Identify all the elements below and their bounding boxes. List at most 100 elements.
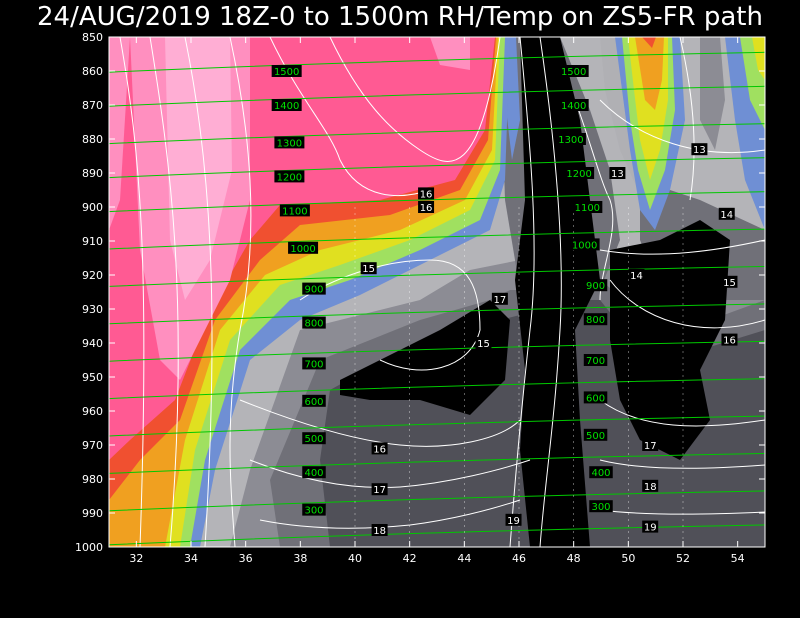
temperature-label: 19	[644, 523, 657, 534]
height-label-box	[555, 133, 586, 145]
rh-fill-field	[109, 37, 765, 547]
temperature-label-box	[628, 269, 645, 281]
height-label-box	[302, 503, 326, 516]
temperature-label: 16	[420, 189, 433, 200]
height-label: 1400	[561, 101, 586, 112]
temperature-label-box	[475, 337, 492, 349]
height-label: 300	[591, 502, 610, 513]
temperature-label: 17	[373, 485, 386, 496]
temperature-label: 19	[507, 516, 520, 527]
height-label-box	[302, 432, 326, 445]
height-label-box	[274, 136, 305, 149]
temperature-label-box	[505, 513, 522, 526]
height-label-box	[271, 65, 302, 77]
temperature-label: 14	[630, 271, 643, 282]
height-label: 400	[304, 468, 323, 479]
temperature-label: 18	[644, 482, 657, 493]
height-contour-line	[109, 85, 765, 107]
temperature-label: 15	[477, 339, 490, 350]
x-tick-label: 48	[567, 552, 581, 565]
height-label: 800	[586, 315, 605, 326]
height-contour-line	[109, 378, 765, 400]
rh-fill-lightpink-edge	[109, 37, 130, 230]
temperature-label-box	[360, 262, 377, 275]
y-tick-label: 970	[82, 439, 103, 452]
y-tick-label: 890	[82, 167, 103, 180]
x-tick-label: 42	[403, 552, 417, 565]
rh-fill-yellow-edge	[752, 37, 765, 80]
y-tick-label: 960	[82, 405, 103, 418]
temperature-label-box	[718, 207, 735, 220]
x-tick-label: 34	[184, 552, 198, 565]
height-label: 1400	[274, 101, 299, 112]
height-contour-line	[109, 415, 765, 437]
height-label: 700	[304, 359, 323, 370]
height-label: 600	[304, 397, 323, 408]
height-label: 900	[586, 281, 605, 292]
height-label-box	[583, 313, 608, 326]
height-label: 700	[586, 356, 605, 367]
y-tick-label: 880	[82, 133, 103, 146]
height-label: 900	[304, 285, 323, 296]
y-tick-label: 920	[82, 269, 103, 282]
y-tick-label: 980	[82, 473, 103, 486]
height-contour-line	[109, 490, 765, 512]
height-label: 500	[586, 431, 605, 442]
y-tick-label: 870	[82, 99, 103, 112]
height-label-box	[302, 282, 326, 295]
temperature-label: 13	[693, 145, 706, 156]
height-labels: 1500 1400 1300 1200 1100 1000 900 800 700 600 500 4…	[271, 65, 613, 517]
temperature-label-box	[371, 442, 388, 455]
height-label: 1100	[575, 203, 600, 214]
vertical-grid	[354, 207, 684, 547]
y-tick-label: 950	[82, 371, 103, 384]
height-label-box	[583, 391, 608, 404]
y-tick-label: 850	[82, 31, 103, 44]
height-label: 800	[304, 319, 323, 330]
height-contour-line	[109, 123, 765, 145]
height-label-box	[274, 170, 305, 183]
height-label: 1000	[572, 240, 597, 251]
height-label-box	[569, 238, 600, 251]
height-contour-line	[109, 191, 765, 213]
x-axis: 32 34 36 38 40 42 44 46 48 50 52 54	[129, 37, 745, 565]
temperature-label: 17	[493, 295, 506, 306]
x-tick-label: 54	[731, 552, 745, 565]
temperature-labels: 16 16 15 15 17 16 17 18 19 13 13 14 14 15 16 17 18 19	[360, 143, 738, 537]
height-label-box	[589, 500, 613, 513]
height-label-box	[558, 99, 589, 111]
height-contour-line	[109, 453, 765, 474]
temperature-label-box	[371, 524, 388, 536]
temperature-label-box	[418, 187, 435, 200]
x-tick-label: 50	[621, 552, 635, 565]
height-label: 1200	[277, 172, 302, 183]
temperature-label: 16	[373, 444, 386, 455]
height-contour-line	[109, 266, 765, 287]
y-tick-label: 940	[82, 337, 103, 350]
rh-fill-black-core	[515, 37, 600, 547]
temperature-label: 15	[362, 264, 375, 275]
x-tick-label: 36	[239, 552, 253, 565]
height-contour-line	[109, 51, 765, 73]
temperature-label-box	[721, 275, 738, 288]
temperature-label: 14	[720, 210, 733, 221]
temperature-label: 13	[611, 169, 624, 180]
height-label: 1500	[274, 67, 299, 78]
x-tick-label: 52	[676, 552, 690, 565]
temperature-label: 15	[723, 278, 736, 289]
height-contour-line	[109, 157, 765, 179]
height-label-box	[589, 466, 613, 479]
temperature-label-box	[609, 167, 626, 179]
height-label: 500	[304, 434, 323, 445]
y-tick-label: 860	[82, 65, 103, 78]
height-label-box	[279, 204, 310, 217]
height-label-box	[558, 65, 589, 77]
height-contour-line	[109, 303, 765, 325]
x-tick-label: 38	[293, 552, 307, 565]
temperature-label-box	[491, 292, 508, 305]
y-tick-label: 990	[82, 507, 103, 520]
x-tick-label: 46	[512, 552, 526, 565]
rh-fill-rim-b	[700, 37, 725, 150]
height-contour-line	[109, 228, 765, 250]
